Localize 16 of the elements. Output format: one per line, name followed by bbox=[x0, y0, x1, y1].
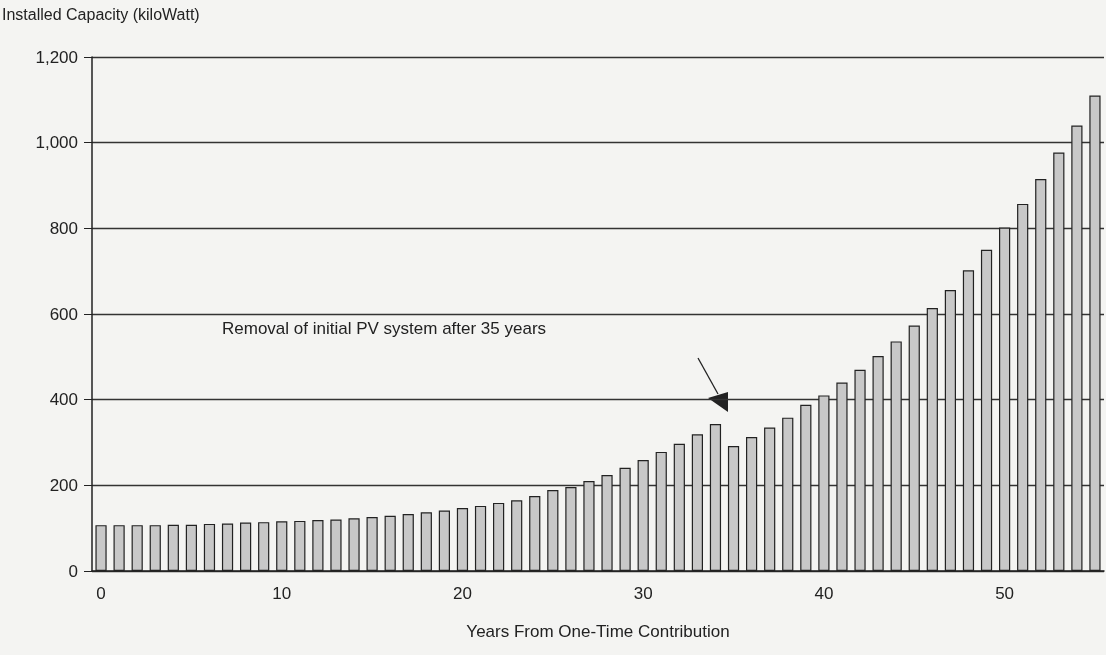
annotation: Removal of initial PV system after 35 years bbox=[222, 319, 547, 338]
x-tick-label: 20 bbox=[453, 584, 472, 603]
x-tick-label: 50 bbox=[995, 584, 1015, 603]
y-tick-label: 1,200 bbox=[35, 47, 78, 67]
x-axis-title: Years From One-Time Contribution bbox=[466, 622, 730, 641]
x-tick-label: 40 bbox=[814, 584, 834, 603]
y-tick-label: 600 bbox=[49, 304, 78, 324]
y-tick-label: 1,000 bbox=[35, 133, 78, 153]
y-axis-title: Installed Capacity (kiloWatt) bbox=[2, 5, 200, 23]
x-tick-label: 0 bbox=[96, 584, 106, 603]
x-tick-label: 30 bbox=[633, 584, 653, 603]
y-tick-label: 800 bbox=[49, 218, 78, 238]
y-tick-label: 200 bbox=[49, 475, 78, 495]
x-tick-label: 10 bbox=[272, 584, 292, 603]
y-tick-label: 0 bbox=[68, 561, 78, 581]
y-tick-label: 400 bbox=[49, 390, 78, 410]
